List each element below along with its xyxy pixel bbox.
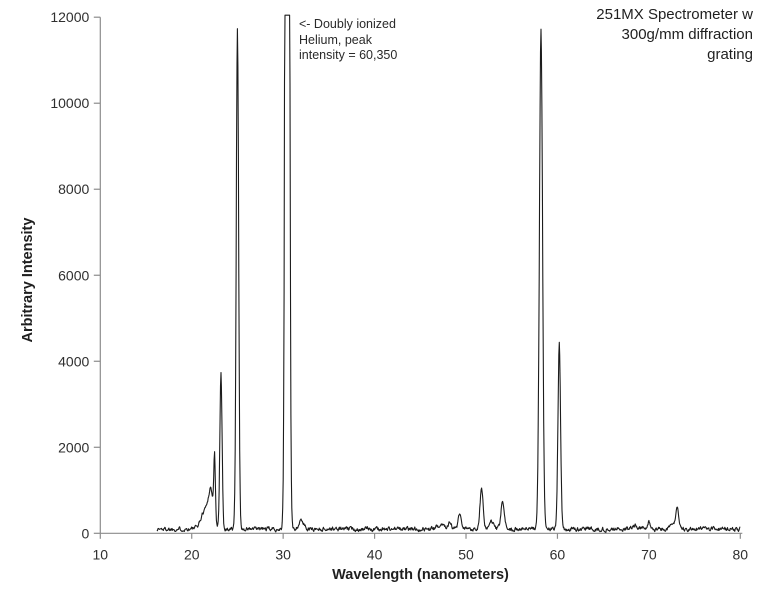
chart-title-line-3: grating bbox=[707, 46, 753, 63]
chart-title: 251MX Spectrometer w 300g/mm diffraction… bbox=[596, 5, 753, 65]
x-axis-title: Wavelength (nanometers) bbox=[332, 567, 509, 583]
y-tick-label: 0 bbox=[82, 525, 90, 541]
y-tick-label: 6000 bbox=[58, 267, 89, 283]
x-tick-label: 70 bbox=[641, 547, 657, 563]
x-tick-label: 80 bbox=[733, 547, 749, 563]
spectrum-trace bbox=[156, 14, 741, 533]
y-tick-label: 10000 bbox=[50, 95, 89, 111]
chart-title-line-1: 251MX Spectrometer w bbox=[596, 6, 753, 23]
y-tick-label: 4000 bbox=[58, 353, 89, 369]
x-tick-label: 50 bbox=[458, 547, 474, 563]
x-tick-label: 30 bbox=[275, 547, 291, 563]
peak-annotation-line-2: Helium, peak bbox=[299, 32, 372, 47]
x-tick-label: 60 bbox=[550, 547, 566, 563]
chart-title-line-2: 300g/mm diffraction bbox=[621, 26, 753, 43]
peak-annotation-line-3: intensity = 60,350 bbox=[299, 48, 398, 63]
peak-annotation-line-1: <- Doubly ionized bbox=[299, 17, 396, 31]
y-axis-title: Arbitrary Intensity bbox=[20, 217, 36, 343]
x-tick-label: 40 bbox=[367, 547, 383, 563]
peak-annotation: <- Doubly ionized Helium, peak intensity… bbox=[299, 17, 397, 64]
x-tick-label: 20 bbox=[184, 547, 200, 563]
y-tick-label: 2000 bbox=[58, 439, 89, 455]
y-tick-label: 8000 bbox=[58, 181, 89, 197]
y-tick-label: 12000 bbox=[50, 9, 89, 25]
x-tick-label: 10 bbox=[93, 547, 109, 563]
